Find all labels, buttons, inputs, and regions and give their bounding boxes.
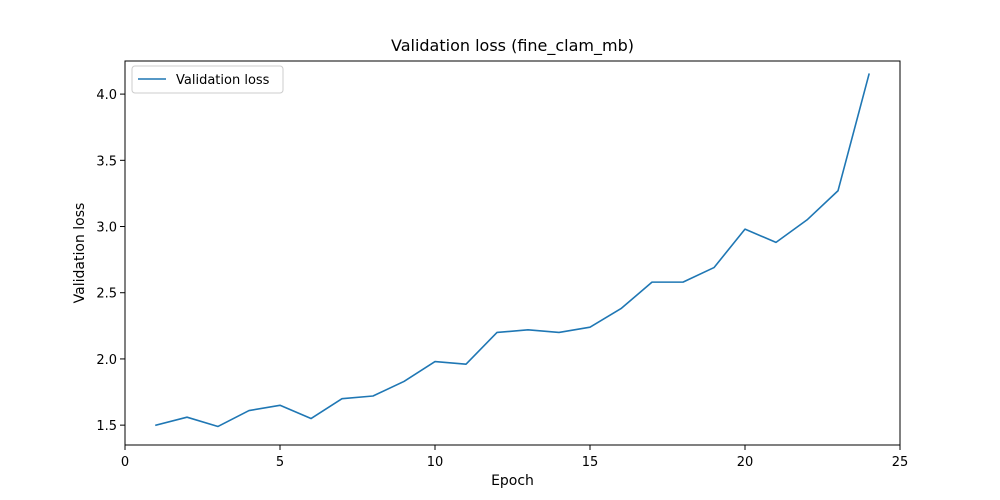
plot-frame bbox=[124, 60, 901, 446]
legend: Validation loss bbox=[131, 65, 284, 94]
x-tick-label: 5 bbox=[276, 455, 284, 470]
x-tick-label: 15 bbox=[582, 455, 599, 470]
y-tick-label: 4.0 bbox=[96, 88, 117, 103]
y-tick-label: 2.0 bbox=[96, 353, 117, 368]
x-tick-label: 25 bbox=[892, 455, 909, 470]
y-axis: 1.5 2.0 2.5 3.0 3.5 4.0 bbox=[96, 88, 125, 434]
y-tick-label: 3.5 bbox=[96, 154, 117, 169]
y-tick-label: 2.5 bbox=[96, 287, 117, 302]
x-tick-label: 20 bbox=[737, 455, 754, 470]
y-tick-label: 3.0 bbox=[96, 221, 117, 236]
series-layer bbox=[155, 73, 870, 428]
plot-area bbox=[124, 60, 901, 446]
y-tick-label: 1.5 bbox=[96, 419, 117, 434]
x-axis-label: Epoch bbox=[491, 473, 534, 489]
legend-entry-validation-loss: Validation loss bbox=[176, 73, 270, 88]
x-tick-label: 10 bbox=[427, 455, 444, 470]
legend-box bbox=[131, 65, 284, 94]
x-tick-label: 0 bbox=[121, 455, 129, 470]
series-line-0 bbox=[155, 73, 870, 428]
chart-title: Validation loss (fine_clam_mb) bbox=[391, 36, 634, 56]
y-axis-label: Validation loss bbox=[72, 203, 88, 304]
x-axis: 0 5 10 15 20 25 bbox=[121, 445, 908, 470]
